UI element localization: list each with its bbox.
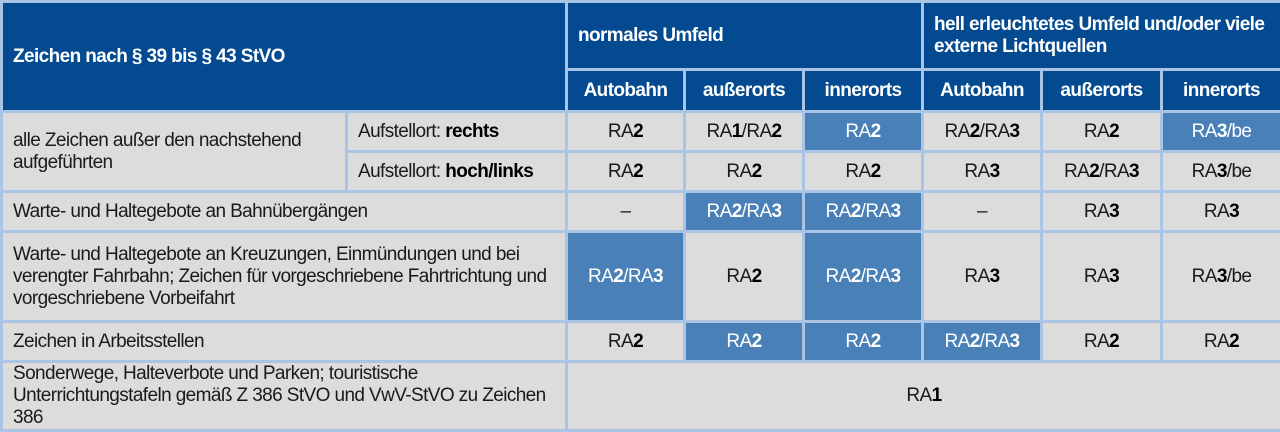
row-label: Warte- und Haltegebote an Bahnübergängen xyxy=(2,192,567,232)
value-cell: RA2 xyxy=(567,112,685,152)
value-cell: RA3/be xyxy=(1162,152,1280,192)
value-cell: RA3 xyxy=(923,232,1042,322)
value-cell: RA2 xyxy=(804,152,923,192)
value-cell: RA2 xyxy=(1042,112,1162,152)
column-header: außerorts xyxy=(1042,70,1162,112)
value-cell: RA2/RA3 xyxy=(567,232,685,322)
value-cell: RA2 xyxy=(685,232,804,322)
value-cell: RA2 xyxy=(1042,322,1162,362)
group-normal: normales Umfeld xyxy=(567,2,923,70)
value-cell: RA2/RA3 xyxy=(923,112,1042,152)
value-cell: RA1 xyxy=(567,362,1280,431)
value-cell: RA3 xyxy=(923,152,1042,192)
table-title: Zeichen nach § 39 bis § 43 StVO xyxy=(2,2,567,112)
value-cell: RA2/RA3 xyxy=(804,192,923,232)
value-cell: RA2 xyxy=(685,322,804,362)
value-cell: RA2/RA3 xyxy=(685,192,804,232)
sub-prefix: Aufstellort: xyxy=(358,161,445,182)
value-cell: RA2 xyxy=(567,322,685,362)
sub-prefix: Aufstellort: xyxy=(358,121,445,142)
sub-label: Aufstellort: rechts xyxy=(347,112,567,152)
value-cell: RA3 xyxy=(1162,192,1280,232)
row-label: Warte- und Haltegebote an Kreuzungen, Ei… xyxy=(2,232,567,322)
column-header: Autobahn xyxy=(567,70,685,112)
sub-bold: rechts xyxy=(445,121,498,142)
value-cell: RA2/RA3 xyxy=(804,232,923,322)
column-header: außerorts xyxy=(685,70,804,112)
row-label: Sonderwege, Halteverbote und Parken; tou… xyxy=(2,362,567,431)
column-header: innerorts xyxy=(804,70,923,112)
row-label: Zeichen in Arbeitsstellen xyxy=(2,322,567,362)
sub-bold: hoch/links xyxy=(445,161,533,182)
value-cell: RA2 xyxy=(567,152,685,192)
value-cell: – xyxy=(923,192,1042,232)
value-cell: RA2 xyxy=(804,322,923,362)
value-cell: RA2 xyxy=(1162,322,1280,362)
column-header: Autobahn xyxy=(923,70,1042,112)
value-cell: RA2/RA3 xyxy=(1042,152,1162,192)
value-cell: RA3/be xyxy=(1162,232,1280,322)
value-cell: RA1/RA2 xyxy=(685,112,804,152)
value-cell: RA3 xyxy=(1042,232,1162,322)
value-cell: RA3 xyxy=(1042,192,1162,232)
value-cell: RA2 xyxy=(685,152,804,192)
value-cell: RA2/RA3 xyxy=(923,322,1042,362)
sub-label: Aufstellort: hoch/links xyxy=(347,152,567,192)
value-cell: RA3/be xyxy=(1162,112,1280,152)
value-cell: – xyxy=(567,192,685,232)
column-header: innerorts xyxy=(1162,70,1280,112)
group-bright: hell erleuchtetes Umfeld und/oder viele … xyxy=(923,2,1280,70)
value-cell: RA2 xyxy=(804,112,923,152)
row-label: alle Zeichen außer den nachstehend aufge… xyxy=(2,112,347,192)
